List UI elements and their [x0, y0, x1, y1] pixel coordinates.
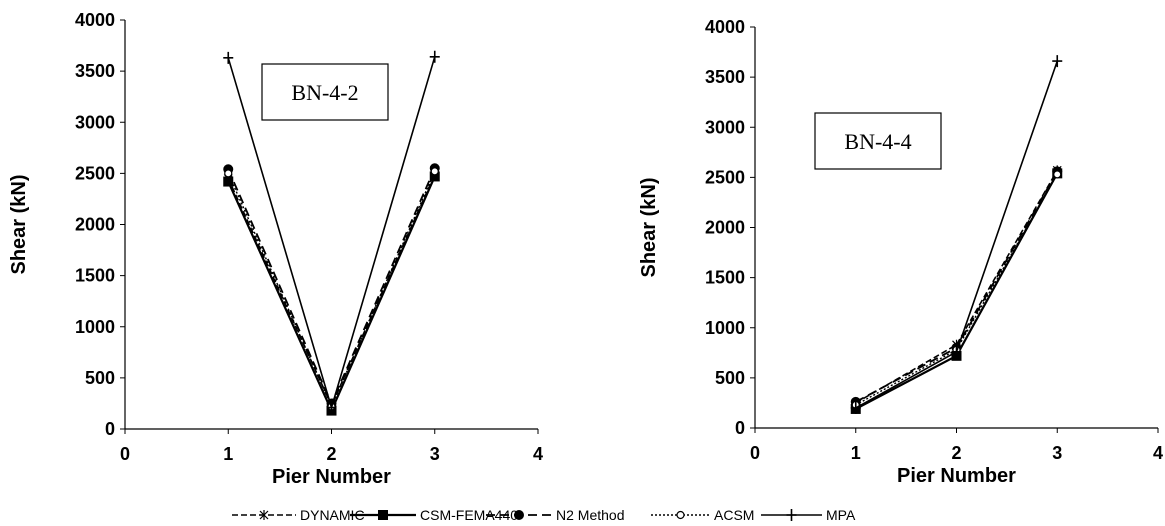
legend-label-mpa: MPA [826, 507, 856, 523]
y-tick-label: 4000 [75, 10, 115, 30]
x-tick-label: 1 [223, 444, 233, 464]
series-line-csm-fema440 [855, 172, 1059, 410]
x-tick-label: 4 [1153, 443, 1163, 463]
point-mpa [223, 51, 234, 64]
x-tick-label: 2 [951, 443, 961, 463]
legend-marker-acsm [676, 510, 685, 520]
x-tick-label: 4 [533, 444, 543, 464]
y-tick-label: 1000 [705, 318, 745, 338]
legend-label-acsm: ACSM [714, 507, 754, 523]
point-csm-fema440 [223, 176, 234, 187]
legend-label-n2-method: N2 Method [556, 507, 624, 523]
series-line-acsm [855, 174, 1058, 406]
point-mpa [951, 345, 962, 358]
chart-bn-4-4: 0 500 1000 1500 2000 2500 3000 3500 4000 0 1 2 3 4 Pie… [638, 17, 1163, 487]
point-mpa [326, 401, 337, 414]
y-tick-label: 3500 [705, 67, 745, 87]
series-line-n2-method [227, 167, 436, 406]
legend: DYNAMIC CSM-FEMA440 N2 Method ACSM MPA [232, 507, 856, 523]
point-mpa [429, 50, 440, 63]
legend-marker-csm-fema440 [378, 510, 388, 520]
y-tick-label: 4000 [705, 17, 745, 37]
x-axis-label: Pier Number [897, 465, 1016, 487]
annotation-label: BN-4-4 [844, 129, 911, 154]
series-line-dynamic [855, 169, 1058, 404]
annotation-box [261, 63, 389, 121]
y-tick-label: 0 [735, 418, 745, 438]
annotation-label: BN-4-2 [291, 80, 358, 105]
y-tick-label: 1500 [705, 268, 745, 288]
y-tick-label: 0 [105, 419, 115, 439]
y-tick-label: 1500 [75, 266, 115, 286]
series-line-n2-method [855, 170, 1059, 403]
y-tick-label: 500 [85, 368, 115, 388]
series-line-acsm [227, 171, 436, 409]
x-tick-label: 1 [851, 443, 861, 463]
annotation-box [814, 112, 942, 170]
series-line-dynamic [227, 174, 436, 408]
series-line-csm-fema440 [227, 175, 436, 414]
chart-bn-4-2: 0 500 1000 1500 2000 2500 3000 3500 4000 0 1 2 3 4 Pie… [8, 10, 543, 488]
x-tick-label: 3 [430, 444, 440, 464]
y-tick-label: 1000 [75, 317, 115, 337]
point-acsm [430, 167, 439, 176]
point-acsm [1053, 170, 1062, 179]
y-tick-label: 2000 [75, 215, 115, 235]
legend-marker-mpa [786, 509, 797, 521]
y-tick-label: 3000 [705, 117, 745, 137]
y-tick-label: 2500 [75, 163, 115, 183]
y-tick-label: 500 [715, 368, 745, 388]
point-mpa [1052, 55, 1063, 68]
y-tick-label: 3000 [75, 112, 115, 132]
point-mpa [850, 401, 861, 414]
y-axis-label: Shear (kN) [638, 177, 660, 277]
x-axis-label: Pier Number [272, 466, 391, 488]
legend-label-csm-fema440: CSM-FEMA440 [420, 507, 518, 523]
y-tick-label: 2000 [705, 218, 745, 238]
y-axis-label: Shear (kN) [8, 174, 30, 274]
x-tick-label: 0 [750, 443, 760, 463]
x-tick-label: 2 [326, 444, 336, 464]
x-tick-label: 3 [1052, 443, 1062, 463]
point-csm-fema440 [429, 171, 440, 182]
legend-marker-dynamic [259, 510, 269, 520]
y-tick-label: 2500 [705, 167, 745, 187]
legend-label-dynamic: DYNAMIC [300, 507, 365, 523]
x-tick-label: 0 [120, 444, 130, 464]
y-tick-label: 3500 [75, 61, 115, 81]
point-acsm [224, 169, 233, 178]
legend-marker-n2-method [514, 510, 524, 520]
